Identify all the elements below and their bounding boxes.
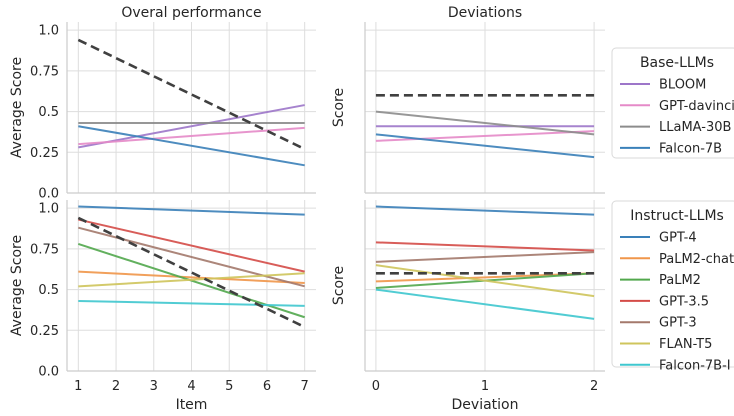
legend-item-label: FLAN-T5 (659, 337, 712, 352)
y-tick-label: 0.75 (30, 64, 59, 79)
legend-frame (611, 200, 734, 368)
legend-item-label: Falcon-7B-I (659, 358, 731, 373)
series-line-gpt-davinci (78, 126, 305, 146)
legend-item-label: BLOOM (659, 78, 706, 93)
series-line-falcon-7b-i (78, 299, 305, 307)
y-tick-label: 0.0 (38, 365, 59, 380)
x-tick-label: 4 (187, 379, 195, 394)
series-line-gpt-3-5 (78, 218, 305, 273)
series-line-palm2-chat (78, 270, 305, 285)
series-line-gpt-4 (375, 205, 595, 216)
legend-item-label: Falcon-7B (659, 141, 722, 156)
x-tick-label: 1 (481, 379, 489, 394)
series-line-falcon-7b-i (375, 288, 595, 320)
y-tick-label: 0.5 (38, 283, 59, 298)
legend-item-label: GPT-davinci (659, 99, 734, 114)
legend-base-llms (611, 47, 734, 159)
x-tick-label: 0 (372, 379, 380, 394)
series-line-flan-t5 (375, 264, 595, 298)
x-tick-label: 7 (301, 379, 309, 394)
panel-title: Overal performance (121, 5, 261, 21)
y-tick-label: 0.5 (38, 105, 59, 120)
legend-item-label: GPT-3.5 (659, 294, 709, 309)
legend-title: Base-LLMs (640, 55, 714, 71)
x-tick-label: 2 (112, 379, 120, 394)
series-line-flan-t5 (78, 272, 305, 288)
panel-bottom-right (364, 200, 605, 372)
y-axis-label: Score (331, 88, 347, 127)
panel-title: Deviations (448, 5, 522, 21)
x-tick-label: 3 (150, 379, 158, 394)
panel-bottom-left (66, 200, 316, 372)
x-tick-label: 6 (263, 379, 271, 394)
panel-top-left (66, 22, 316, 194)
x-axis-label: Deviation (452, 397, 519, 413)
legend-instruct-llms (611, 200, 734, 368)
x-tick-label: 1 (74, 379, 82, 394)
y-tick-label: 0.75 (30, 242, 59, 257)
series-line-llama-30b (375, 110, 595, 136)
legend-item-label: PaLM2-chat (659, 252, 734, 267)
series-line-falcon-7b (375, 133, 595, 159)
legend-item-label: LLaMA-30B (659, 120, 731, 135)
legend-frame (611, 47, 734, 159)
y-axis-label: Average Score (9, 235, 25, 336)
series-line-gpt-4 (78, 205, 305, 216)
series-line-gpt-davinci (375, 130, 595, 142)
legend-item-label: GPT-4 (659, 231, 697, 246)
series-line-gpt-3-5 (375, 241, 595, 252)
y-tick-label: 0.25 (30, 324, 59, 339)
series-line-palm2-chat (375, 272, 595, 283)
series-line-bloom (78, 104, 305, 149)
y-tick-label: 0.25 (30, 146, 59, 161)
y-tick-label: 0.0 (38, 187, 59, 202)
legend-item-label: PaLM2 (659, 273, 701, 288)
series-line-falcon-7b (78, 125, 305, 167)
panel-top-right (364, 22, 605, 194)
y-tick-label: 1.0 (38, 202, 59, 217)
legend-item-label: GPT-3 (659, 316, 697, 331)
y-tick-label: 1.0 (38, 24, 59, 39)
x-axis-label: Item (176, 397, 208, 413)
series-line-gpt-3 (375, 251, 595, 263)
x-tick-label: 5 (225, 379, 233, 394)
y-axis-label: Score (331, 266, 347, 305)
x-tick-label: 2 (590, 379, 598, 394)
y-axis-label: Average Score (9, 57, 25, 158)
legend-title: Instruct-LLMs (630, 208, 724, 224)
